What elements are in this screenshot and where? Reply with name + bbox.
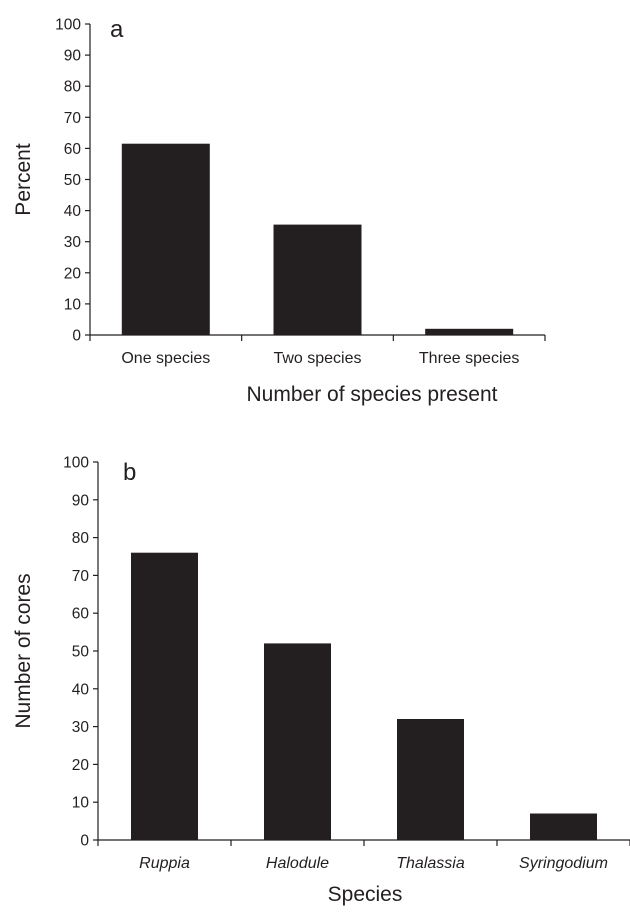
y-tick-label: 90 xyxy=(64,48,82,65)
y-tick-label: 90 xyxy=(72,492,90,509)
x-tick-label: Syringodium xyxy=(519,855,608,872)
x-tick-label: Three species xyxy=(419,350,520,367)
y-tick-label: 20 xyxy=(64,265,82,282)
bar-b-3 xyxy=(530,813,597,840)
y-tick-label: 80 xyxy=(64,79,82,96)
x-axis-title: Number of species present xyxy=(247,383,498,406)
y-tick-label: 10 xyxy=(72,795,90,812)
y-tick-label: 40 xyxy=(72,681,90,698)
y-tick-label: 100 xyxy=(55,17,81,34)
y-tick-label: 0 xyxy=(72,328,81,345)
y-tick-label: 10 xyxy=(64,296,82,313)
y-tick-label: 50 xyxy=(64,172,82,189)
y-tick-label: 80 xyxy=(72,530,90,547)
bar-b-0 xyxy=(131,552,198,840)
bar-a-0 xyxy=(121,143,210,335)
y-axis-title: Number of cores xyxy=(12,573,35,728)
bar-a-2 xyxy=(425,328,514,335)
y-tick-label: 70 xyxy=(64,110,82,127)
panel-label: b xyxy=(123,459,136,486)
x-axis-title: Species xyxy=(328,883,403,906)
y-axis-title: Percent xyxy=(12,143,35,216)
panel-label: a xyxy=(110,16,124,43)
y-tick-label: 30 xyxy=(64,234,82,251)
bar-a-1 xyxy=(273,224,362,335)
x-tick-label: Thalassia xyxy=(396,855,465,872)
y-tick-label: 100 xyxy=(63,455,89,472)
y-tick-label: 60 xyxy=(64,141,82,158)
x-tick-label: Two species xyxy=(273,350,361,367)
chart-panel-a: 0 10 20 30 40 50 60 70 80 90 100 One species Two spe… xyxy=(12,16,546,406)
y-tick-label: 70 xyxy=(72,568,90,585)
chart-panel-b: 0 10 20 30 40 50 60 70 80 90 100 Ruppia Halodule Thal… xyxy=(12,455,630,906)
x-tick-label: Ruppia xyxy=(139,855,190,872)
x-tick-label: Halodule xyxy=(266,855,329,872)
bar-b-2 xyxy=(397,719,464,840)
y-tick-label: 30 xyxy=(72,719,90,736)
y-tick-label: 50 xyxy=(72,644,90,661)
y-tick-label: 40 xyxy=(64,203,82,220)
x-tick-label: One species xyxy=(121,350,210,367)
y-tick-label: 0 xyxy=(80,833,89,850)
bar-b-1 xyxy=(264,643,331,840)
y-tick-label: 60 xyxy=(72,606,90,623)
y-tick-label: 20 xyxy=(72,757,90,774)
